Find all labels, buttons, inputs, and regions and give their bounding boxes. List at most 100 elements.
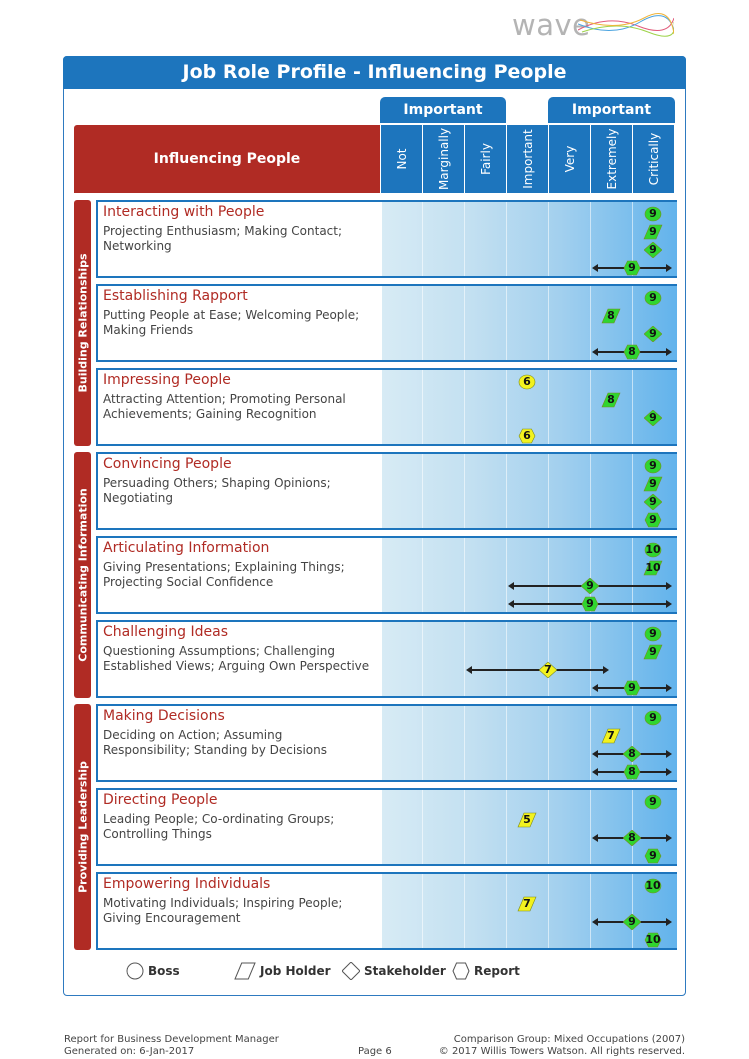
- group-label-text: Building Relationships: [76, 253, 89, 393]
- competency-row: Convincing People Persuading Others; Shap…: [96, 452, 677, 530]
- scale-divider: [548, 622, 549, 696]
- rating-value: 8: [628, 831, 636, 844]
- rating-marker-circle: 10: [644, 878, 662, 894]
- rating-value: 9: [586, 579, 594, 592]
- scale-divider: [590, 706, 591, 780]
- rating-marker-diamond: 8: [623, 830, 641, 846]
- rating-value: 8: [607, 393, 615, 406]
- competency-text: Impressing People Attracting Attention; P…: [98, 370, 382, 444]
- rating-marker-circle: 9: [644, 710, 662, 726]
- legend: Boss Job Holder Stakeholder Report: [126, 961, 546, 981]
- rating-value: 9: [649, 477, 657, 490]
- scale-divider: [632, 202, 633, 276]
- rating-value: 9: [649, 849, 657, 862]
- scale-divider: [422, 202, 423, 276]
- scale-divider: [590, 454, 591, 528]
- scale-divider: [590, 286, 591, 360]
- scale-divider: [632, 286, 633, 360]
- column-header-label: Very: [562, 145, 577, 173]
- scale-divider: [632, 874, 633, 948]
- competency-row: Directing People Leading People; Co-ordin…: [96, 788, 677, 866]
- rating-marker-para: 9: [643, 476, 663, 492]
- competency-row: Interacting with People Projecting Enthus…: [96, 200, 677, 278]
- group-label: Building Relationships: [74, 200, 91, 446]
- scale-divider: [422, 286, 423, 360]
- rating-marker-para: 7: [517, 896, 537, 912]
- scale-divider: [590, 790, 591, 864]
- group-label: Communicating Information: [74, 452, 91, 698]
- legend-label: Boss: [148, 964, 180, 978]
- competency-title: Making Decisions: [103, 708, 225, 724]
- scale-divider: [464, 538, 465, 612]
- rating-value: 10: [645, 879, 661, 892]
- rating-marker-diamond: 8: [623, 746, 641, 762]
- scale-divider: [464, 286, 465, 360]
- scale-divider: [464, 202, 465, 276]
- rating-value: 9: [628, 681, 636, 694]
- legend-label: Report: [474, 964, 520, 978]
- competency-text: Making Decisions Deciding on Action; Assu…: [98, 706, 382, 780]
- scale-divider: [590, 538, 591, 612]
- competency-description: Attracting Attention; Promoting Personal…: [103, 392, 346, 421]
- rating-value: 9: [649, 207, 657, 220]
- competency-text: Convincing People Persuading Others; Shap…: [98, 454, 382, 528]
- scale-divider: [590, 370, 591, 444]
- scale-divider: [632, 538, 633, 612]
- rating-marker-para: 9: [643, 224, 663, 240]
- scale-divider: [506, 706, 507, 780]
- competency-description: Deciding on Action; Assuming Responsibil…: [103, 728, 328, 757]
- legend-label: Stakeholder: [364, 964, 446, 978]
- competency-text: Challenging Ideas Questioning Assumptions…: [98, 622, 382, 696]
- scale-divider: [464, 454, 465, 528]
- scale-divider: [632, 790, 633, 864]
- competency-description: Giving Presentations; Explaining Things;…: [103, 560, 345, 589]
- scale-divider: [464, 706, 465, 780]
- rating-marker-hex: 9: [581, 596, 599, 612]
- rating-marker-hex: 9: [644, 512, 662, 528]
- rating-marker-hex: 10: [644, 932, 662, 948]
- column-header-extremely: Extremely: [590, 125, 632, 193]
- competency-row: Establishing Rapport Putting People at Ea…: [96, 284, 677, 362]
- rating-marker-para: 8: [601, 308, 621, 324]
- column-header-label: Critically: [646, 132, 661, 186]
- competency-title: Directing People: [103, 792, 218, 808]
- competency-description: Persuading Others; Shaping Opinions; Neg…: [103, 476, 331, 505]
- scale-divider: [506, 286, 507, 360]
- rating-marker-diamond: 9: [581, 578, 599, 594]
- scale-divider: [590, 622, 591, 696]
- circle-shape-icon: [126, 962, 144, 980]
- important-header-right: Important: [548, 97, 675, 123]
- rating-marker-hex: 9: [644, 848, 662, 864]
- column-header-label: Fairly: [478, 143, 493, 175]
- scale-divider: [464, 874, 465, 948]
- rating-value: 9: [649, 513, 657, 526]
- rating-marker-hex: 8: [623, 344, 641, 360]
- scale-divider: [506, 622, 507, 696]
- scale-divider: [548, 538, 549, 612]
- rating-marker-diamond: 9: [644, 410, 662, 426]
- group-label-text: Providing Leadership: [76, 761, 89, 893]
- rating-marker-circle: 9: [644, 290, 662, 306]
- rating-value: 7: [544, 663, 552, 676]
- footer-copyright: © 2017 Willis Towers Watson. All rights …: [438, 1046, 685, 1057]
- competency-title: Challenging Ideas: [103, 624, 228, 640]
- column-header-label: Marginally: [436, 127, 451, 191]
- competency-title: Convincing People: [103, 456, 232, 472]
- competency-row: Articulating Information Giving Presentat…: [96, 536, 677, 614]
- competency-title: Impressing People: [103, 372, 231, 388]
- footer-comparison-group: Comparison Group: Mixed Occupations (200…: [453, 1034, 685, 1045]
- rating-scale: 6 8 9 6: [382, 370, 677, 444]
- scale-divider: [548, 202, 549, 276]
- scale-divider: [590, 874, 591, 948]
- scale-divider: [548, 454, 549, 528]
- rating-value: 9: [586, 597, 594, 610]
- rating-marker-diamond: 9: [644, 326, 662, 342]
- competency-description: Questioning Assumptions; Challenging Est…: [103, 644, 370, 673]
- scale-divider: [632, 454, 633, 528]
- rating-value: 8: [628, 765, 636, 778]
- legend-label: Job Holder: [260, 964, 331, 978]
